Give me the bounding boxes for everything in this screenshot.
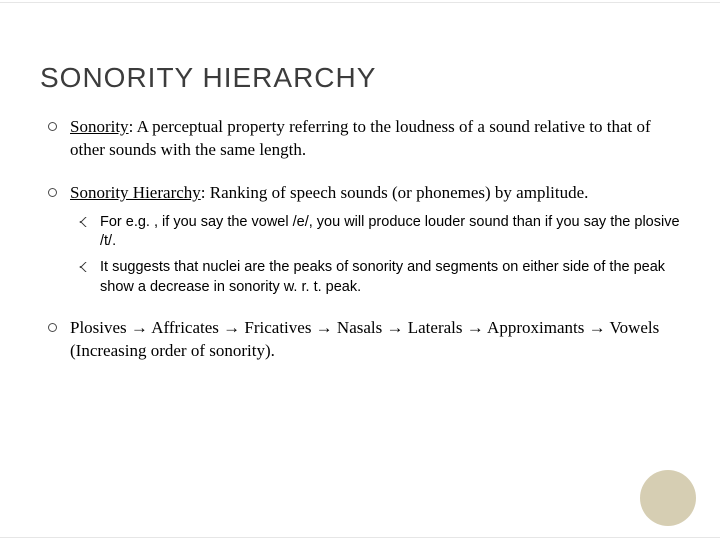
term: Sonority Hierarchy [70,183,201,202]
term: Sonority [70,117,129,136]
top-border [0,2,720,3]
slide-title: SONORITY HIERARCHY [40,62,680,94]
bullet-item: Sonority Hierarchy: Ranking of speech so… [44,182,680,297]
bullet-item: Sonority: A perceptual property referrin… [44,116,680,162]
bullet-item: Plosives → Affricates → Fricatives → Nas… [44,317,680,363]
bullet-text: : A perceptual property referring to the… [70,117,651,159]
bottom-border [0,537,720,538]
decorative-circle [640,470,696,526]
sub-bullet-item: For e.g. , if you say the vowel /e/, you… [78,213,680,252]
bullet-text: : Ranking of speech sounds (or phonemes)… [201,183,589,202]
sub-bullet-list: For e.g. , if you say the vowel /e/, you… [78,213,680,297]
slide: SONORITY HIERARCHY Sonority: A perceptua… [0,0,720,540]
bullet-text: Plosives → Affricates → Fricatives → Nas… [70,318,659,360]
bullet-list: Sonority: A perceptual property referrin… [44,116,680,363]
sub-bullet-item: It suggests that nuclei are the peaks of… [78,258,680,297]
